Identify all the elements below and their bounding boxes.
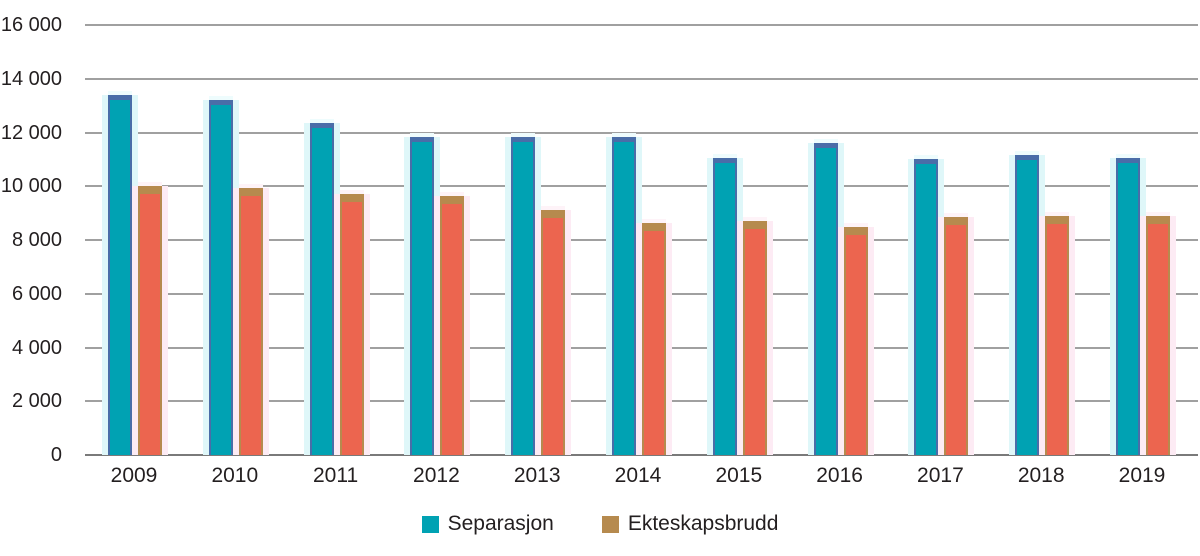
bar-ekteskapsbrudd-2009 bbox=[138, 186, 162, 455]
x-tick-label: 2019 bbox=[1118, 464, 1166, 487]
bar-ekteskapsbrudd-2013 bbox=[541, 210, 566, 455]
bar-separasjon-2013 bbox=[511, 137, 536, 455]
legend-label-ekteskapsbrudd: Ekteskapsbrudd bbox=[627, 512, 779, 535]
bar-ekteskapsbrudd-2012 bbox=[440, 196, 465, 455]
y-tick-label: 0 bbox=[50, 444, 62, 466]
gridline-4000 bbox=[85, 346, 1198, 349]
bar-separasjon-2012 bbox=[410, 137, 435, 455]
y-tick-label: 12 000 bbox=[0, 121, 62, 144]
x-tick-label: 2016 bbox=[816, 464, 863, 487]
bar-ekteskapsbrudd-2014 bbox=[642, 223, 666, 455]
x-tick-label: 2018 bbox=[1017, 464, 1065, 487]
bar-separasjon-2016 bbox=[813, 143, 838, 455]
x-tick-label: 2013 bbox=[513, 464, 561, 487]
x-tick-label: 2017 bbox=[917, 464, 964, 487]
legend-item-separasjon: Separasjon bbox=[421, 512, 554, 535]
gridline-12000 bbox=[85, 131, 1198, 134]
bar-separasjon-2019 bbox=[1116, 158, 1140, 455]
y-tick-label: 16 000 bbox=[0, 14, 62, 36]
gridline-16000 bbox=[85, 24, 1198, 26]
gridline-0 bbox=[85, 454, 1198, 456]
bar-ekteskapsbrudd-2017 bbox=[944, 217, 969, 455]
bar-separasjon-2015 bbox=[712, 158, 737, 455]
bar-ekteskapsbrudd-2010 bbox=[238, 188, 263, 455]
bar-ekteskapsbrudd-2018 bbox=[1045, 216, 1070, 455]
bar-ekteskapsbrudd-2011 bbox=[339, 194, 364, 455]
bar-separasjon-2018 bbox=[1015, 155, 1040, 455]
x-tick-label: 2014 bbox=[614, 464, 662, 487]
bar-ekteskapsbrudd-2015 bbox=[742, 221, 767, 455]
legend-item-ekteskapsbrudd: Ekteskapsbrudd bbox=[601, 512, 779, 535]
bar-ekteskapsbrudd-2016 bbox=[843, 227, 868, 455]
gridline-10000 bbox=[85, 185, 1198, 188]
bar-separasjon-2014 bbox=[612, 137, 636, 455]
bar-separasjon-2009 bbox=[108, 95, 132, 455]
x-tick-label: 2015 bbox=[715, 464, 763, 487]
gridline-8000 bbox=[85, 239, 1198, 241]
bar-separasjon-2010 bbox=[208, 100, 233, 455]
gridline-6000 bbox=[85, 292, 1198, 295]
gridline-2000 bbox=[85, 400, 1198, 403]
bar-ekteskapsbrudd-2019 bbox=[1146, 216, 1170, 455]
y-tick-label: 4 000 bbox=[11, 336, 62, 359]
bar-separasjon-2017 bbox=[914, 159, 939, 455]
x-tick-label: 2010 bbox=[211, 464, 259, 487]
ekteskapsbrudd-swatch-icon bbox=[601, 515, 619, 533]
legend: Separasjon Ekteskapsbrudd bbox=[0, 513, 1200, 535]
legend-label-separasjon: Separasjon bbox=[447, 512, 554, 535]
separasjon-swatch-icon bbox=[421, 515, 439, 533]
x-tick-label: 2009 bbox=[110, 464, 158, 487]
y-tick-label: 10 000 bbox=[0, 175, 62, 198]
x-tick-label: 2012 bbox=[413, 464, 460, 487]
gridline-14000 bbox=[85, 77, 1198, 80]
bar-separasjon-2011 bbox=[309, 123, 334, 455]
y-tick-label: 14 000 bbox=[0, 67, 62, 90]
x-tick-label: 2011 bbox=[313, 464, 359, 487]
y-tick-label: 6 000 bbox=[11, 282, 62, 305]
y-tick-label: 8 000 bbox=[11, 229, 62, 251]
y-tick-label: 2 000 bbox=[11, 390, 62, 413]
